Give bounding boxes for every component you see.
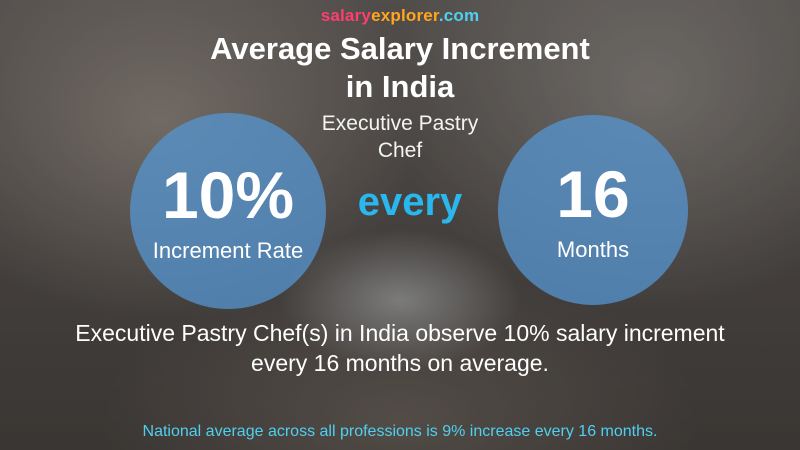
months-value: 16 — [556, 157, 630, 231]
increment-rate-label: Increment Rate — [152, 238, 304, 263]
national-average-note: National average across all professions … — [142, 423, 658, 440]
job-title-line-1: Executive Pastry — [321, 112, 479, 135]
title-line-1: Average Salary Increment — [210, 31, 590, 66]
summary-line-2: every 16 months on average. — [251, 350, 549, 376]
brand-logo[interactable]: salaryexplorer.com — [0, 6, 800, 26]
brand-part-salary: salary — [320, 6, 372, 25]
increment-rate-value: 10% — [161, 158, 295, 232]
summary-text: Executive Pastry Chef(s) in India observ… — [10, 318, 790, 378]
page-title: Average Salary Increment in India — [150, 30, 650, 106]
months-circle: 16 Months — [498, 115, 688, 305]
every-connector: every — [357, 180, 463, 224]
job-title-line-2: Chef — [377, 139, 423, 162]
title-line-2: in India — [345, 69, 455, 104]
increment-rate-circle: 10% Increment Rate — [130, 113, 326, 309]
summary-line-1: Executive Pastry Chef(s) in India observ… — [75, 320, 725, 346]
brand-part-explorer: explorer — [371, 6, 439, 25]
months-label: Months — [556, 237, 630, 262]
job-title: Executive Pastry Chef — [250, 110, 550, 164]
brand-part-com: .com — [438, 6, 480, 25]
